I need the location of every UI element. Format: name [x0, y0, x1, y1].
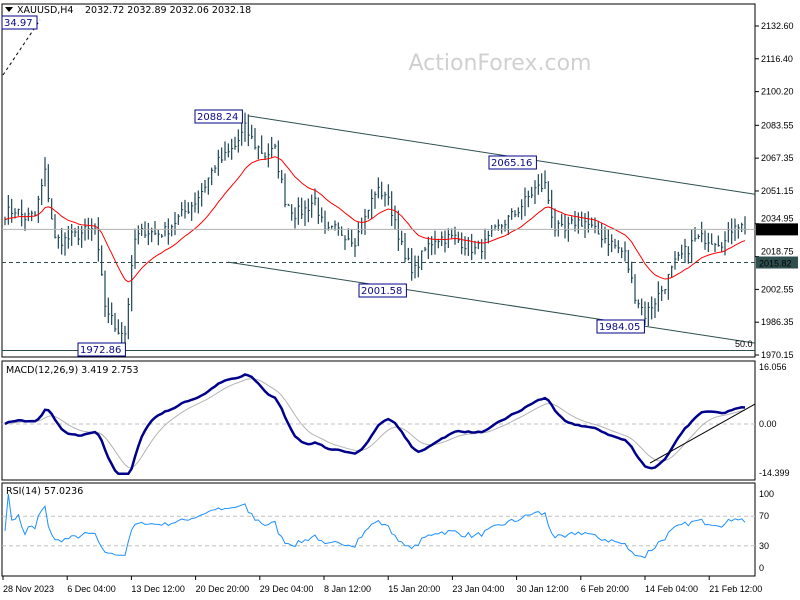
- time-tick-label: 15 Jan 20:00: [388, 584, 440, 594]
- price-label: 1984.05: [599, 322, 640, 333]
- time-tick-label: 29 Dec 04:00: [260, 584, 314, 594]
- moving-average-line: [4, 156, 746, 283]
- time-tick-label: 13 Dec 12:00: [131, 584, 185, 594]
- rsi-tick-label: 70: [759, 511, 769, 521]
- macd-signal-line: [4, 378, 746, 469]
- price-label: 2088.24: [197, 112, 238, 123]
- price-label: 2001.58: [361, 286, 402, 297]
- rsi-tick-label: 30: [759, 541, 769, 551]
- channel-lower-line: [227, 261, 756, 344]
- price-tick-label: 2051.15: [761, 186, 794, 196]
- price-tick-label: 2067.35: [761, 153, 794, 163]
- watermark: ActionForex.com: [409, 51, 592, 76]
- price-bars: [4, 112, 747, 344]
- time-tick-label: 6 Dec 04:00: [67, 584, 116, 594]
- price-label-box: [596, 319, 645, 334]
- macd-tick-label: -14.399: [759, 468, 790, 478]
- macd-panel: [1, 360, 756, 481]
- price-label: 1972.86: [80, 345, 121, 356]
- channel-upper-line: [247, 115, 756, 195]
- main-panel: [1, 3, 756, 358]
- time-tick-label: 6 Feb 20:00: [581, 584, 629, 594]
- price-tick-label: 2116.40: [761, 54, 793, 64]
- price-label: 34.97: [4, 18, 33, 29]
- macd-title: MACD(12,26,9) 3.419 2.753: [6, 365, 139, 376]
- time-tick-label: 20 Dec 20:00: [196, 584, 250, 594]
- price-tick-label: 2018.75: [761, 247, 794, 257]
- time-tick-label: 28 Nov 2023: [3, 584, 54, 594]
- triangle-down-icon: [5, 7, 13, 12]
- time-tick-label: 8 Jan 12:00: [324, 584, 371, 594]
- fib-level-label: 50.0: [735, 339, 753, 349]
- time-tick-label: 30 Jan 12:00: [517, 584, 569, 594]
- price-tick-label: 2034.95: [761, 213, 794, 223]
- rsi-title: RSI(14) 57.0236: [6, 486, 83, 497]
- price-label-box: [1, 15, 38, 30]
- symbol-label: XAUUSD,H4: [17, 5, 73, 16]
- current-price-label: 2032.18: [759, 225, 792, 235]
- price-label-box: [358, 283, 407, 298]
- price-label-box: [194, 109, 243, 124]
- price-tick-label: 2002.55: [761, 284, 794, 294]
- ohlc-values: 2032.72 2032.89 2032.06 2032.18: [85, 5, 251, 16]
- level-price-label: 2015.82: [759, 259, 792, 269]
- time-tick-label: 23 Jan 04:00: [452, 584, 504, 594]
- price-tick-label: 2083.55: [761, 120, 794, 130]
- rsi-tick-label: 0: [759, 563, 764, 573]
- time-tick-label: 21 Feb 12:00: [709, 584, 762, 594]
- price-label: 2065.16: [491, 158, 532, 169]
- level-price-box: [756, 256, 798, 269]
- price-tick-label: 1986.35: [761, 317, 794, 327]
- price-tick-label: 1970.15: [761, 350, 794, 360]
- macd-line: [4, 373, 746, 475]
- rsi-panel: [1, 482, 756, 577]
- price-label-box: [488, 155, 537, 170]
- rsi-line: [4, 493, 746, 559]
- macd-tick-label: 16.056: [759, 362, 787, 372]
- price-tick-label: 2132.60: [761, 21, 794, 31]
- macd-tick-label: 0.00: [759, 419, 777, 429]
- rsi-tick-label: 100: [759, 489, 774, 499]
- current-price-box: [756, 223, 798, 236]
- price-tick-label: 2100.20: [761, 87, 794, 97]
- macd-trendline: [649, 403, 756, 464]
- time-tick-label: 14 Feb 04:00: [645, 584, 698, 594]
- price-label-box: [77, 342, 126, 357]
